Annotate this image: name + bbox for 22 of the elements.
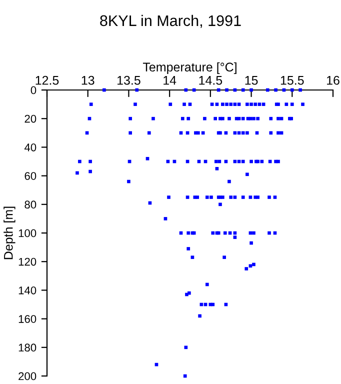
y-tick-label: 60 — [24, 172, 36, 180]
y-tick-label: 140 — [18, 286, 36, 294]
y-tick-label: 100 — [18, 229, 36, 238]
y-tick-label: 0 — [30, 86, 36, 94]
y-tick-label: 180 — [18, 344, 36, 352]
chart-title: 8KYL in March, 1991 — [100, 14, 241, 28]
x-tick-label: 14.5 — [199, 76, 222, 85]
y-tick-label: 40 — [24, 143, 36, 152]
y-tick-label: 20 — [24, 114, 36, 123]
x-tick-label: 14 — [164, 76, 176, 85]
y-axis-title: Depth [m] — [4, 206, 16, 260]
x-tick-label: 15 — [245, 76, 258, 85]
x-axis-title: Temperature [°C] — [142, 62, 236, 74]
y-tick-label: 120 — [18, 258, 36, 266]
x-tick-label: 13.5 — [118, 76, 140, 85]
y-tick-label: 200 — [18, 372, 36, 380]
x-tick-label: 13 — [82, 76, 94, 85]
x-tick-label: 15.5 — [280, 76, 304, 85]
x-tick-label: 16 — [327, 76, 340, 85]
y-tick-label: 160 — [18, 315, 36, 323]
y-tick-label: 80 — [24, 200, 36, 209]
x-tick-label: 12.5 — [36, 76, 59, 85]
